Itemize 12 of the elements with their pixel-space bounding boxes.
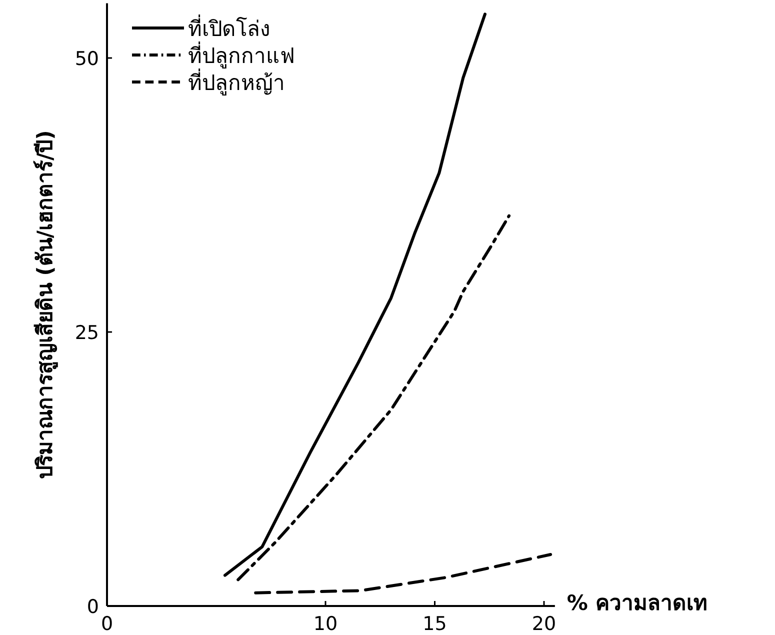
legend-label: ที่เปิดโล่ง <box>188 14 270 41</box>
legend-label: ที่ปลูกกาแฟ <box>188 41 295 69</box>
y-tick-label: 25 <box>74 322 99 344</box>
x-axis-title: % ความลาดเท <box>566 591 708 615</box>
y-tick-label: 0 <box>86 596 99 618</box>
y-axis-title: ปริมาณการสูญเสียดิน (ตัน/เฮกตาร์/ปี) <box>33 130 59 480</box>
x-tick-label: 0 <box>100 613 114 635</box>
y-tick-label: 50 <box>74 48 99 70</box>
legend-label: ที่ปลูกหญ้า <box>188 68 285 96</box>
x-tick-label: 20 <box>532 613 556 635</box>
x-tick-label: 15 <box>422 613 447 635</box>
x-tick-label: 10 <box>313 613 338 635</box>
